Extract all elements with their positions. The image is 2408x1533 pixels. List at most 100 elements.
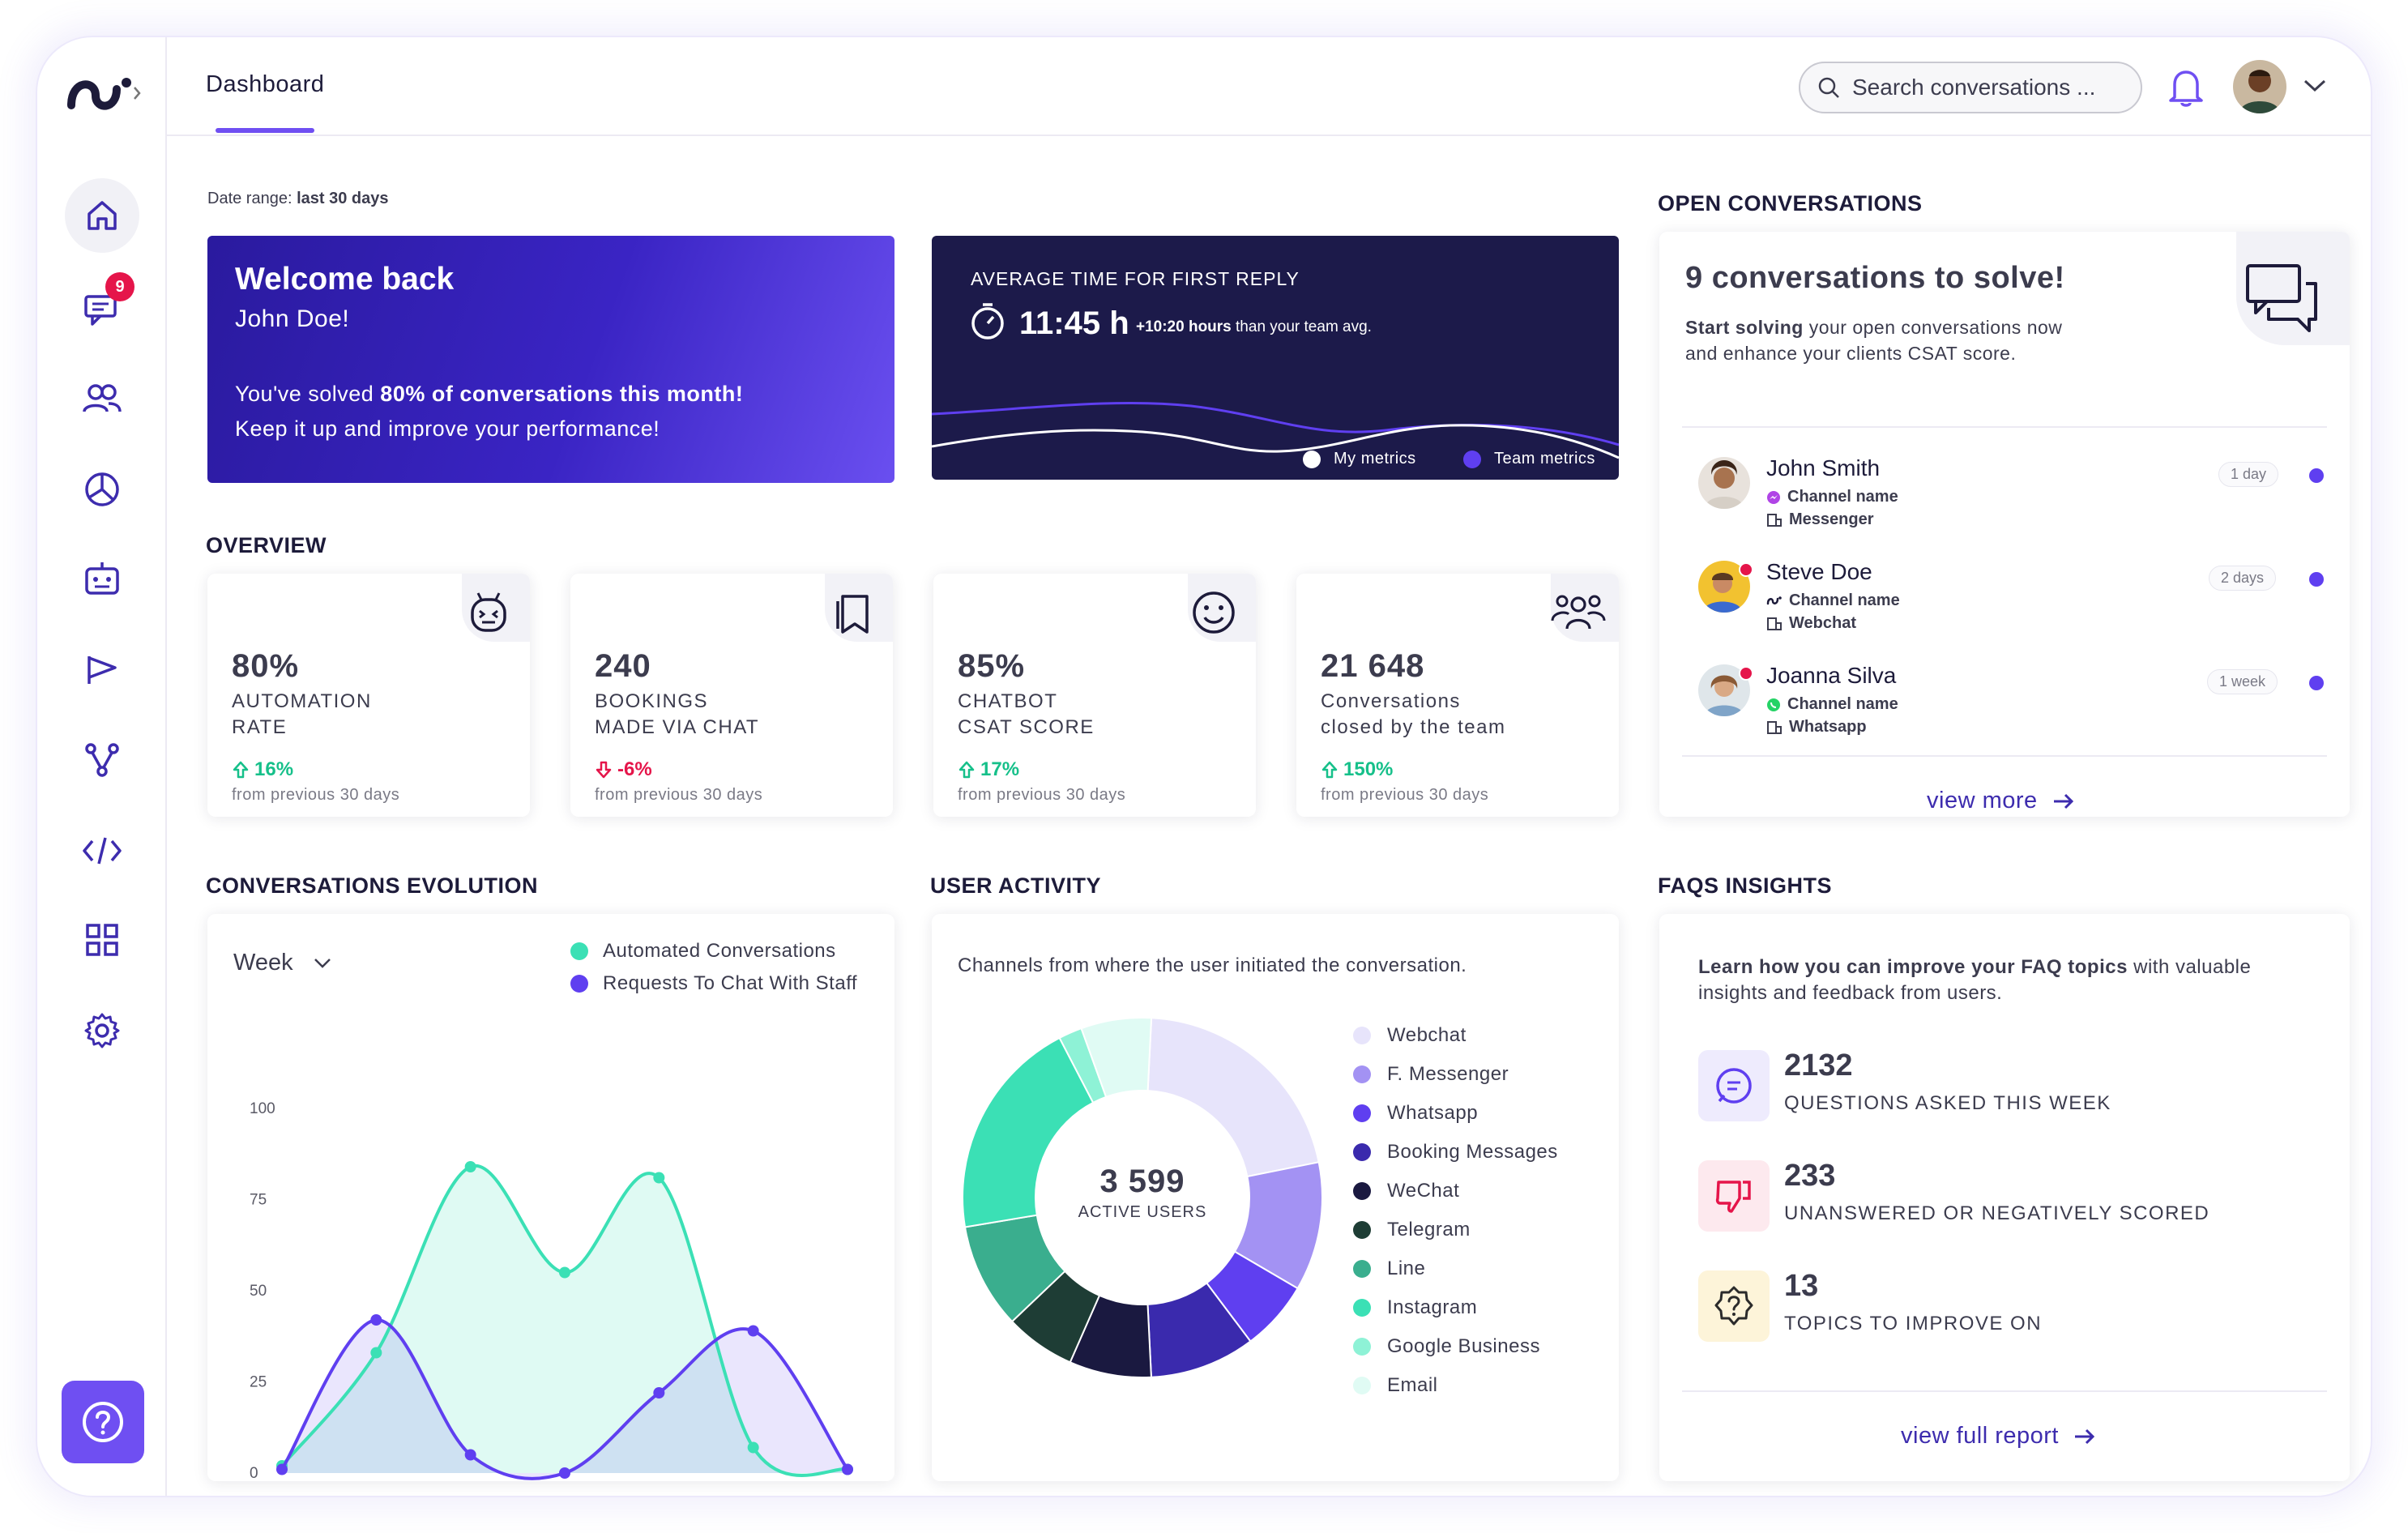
my-metrics-line [932, 424, 1619, 459]
team-metrics-line [932, 402, 1619, 446]
messages-badge: 9 [105, 272, 134, 301]
sidebar-item-home[interactable] [65, 178, 139, 253]
legend-label: Google Business [1387, 1335, 1540, 1357]
legend-swatch [1353, 1027, 1371, 1044]
date-range-label: Date range: [207, 190, 292, 207]
bell-icon[interactable] [2167, 66, 2205, 109]
conversation-item[interactable]: Steve Doe Channel name Webchat 2 days [1682, 548, 2327, 645]
y-tick-label: 50 [250, 1283, 267, 1300]
conversation-item[interactable]: John Smith Channel name Messenger 1 day [1682, 444, 2327, 541]
metric-label: AUTOMATION RATE [232, 690, 372, 738]
sidebar-item-bots[interactable] [65, 541, 139, 616]
messenger-icon [1767, 490, 1780, 504]
conversation-item[interactable]: Joanna Silva Channel name Whatsapp 1 wee… [1682, 651, 2327, 749]
bookmark-icon [835, 590, 872, 635]
code-icon [81, 833, 123, 869]
period-select[interactable]: Week [233, 950, 332, 976]
help-button[interactable] [62, 1381, 144, 1463]
legend-swatch [1303, 450, 1321, 468]
sidebar-item-apps[interactable] [65, 903, 139, 977]
channel-legend-item: WeChat [1353, 1172, 1558, 1211]
faq-stat-value: 2132 [1784, 1048, 1853, 1082]
status-badge [1739, 666, 1753, 681]
question-badge-icon [1698, 1270, 1770, 1342]
conversation-channel: Channel name [1766, 488, 1898, 506]
total-users-label: ACTIVE USERS [1078, 1203, 1207, 1221]
arrow-down-icon [596, 761, 612, 779]
channel-legend-item: Telegram [1353, 1211, 1558, 1249]
donut-slice [1080, 1017, 1153, 1099]
conversation-source: Messenger [1766, 510, 1874, 529]
open-conversations-description: Start solving your open conversations no… [1685, 317, 2063, 364]
donut-center: 3 599 ACTIVE USERS [956, 1164, 1329, 1222]
date-range[interactable]: Date range: last 30 days [207, 190, 389, 208]
welcome-name: John Doe! [235, 305, 350, 332]
search-input[interactable]: Search conversations ... [1799, 62, 2142, 113]
data-point [370, 1314, 382, 1326]
user-avatar[interactable] [2233, 60, 2286, 113]
legend-label: Instagram [1387, 1296, 1478, 1318]
home-icon [84, 198, 120, 233]
help-icon [80, 1399, 126, 1445]
open-conversations-title: OPEN CONVERSATIONS [1658, 191, 1923, 216]
data-point [370, 1347, 382, 1359]
y-tick-label: 25 [250, 1374, 267, 1391]
view-full-report-link[interactable]: view full report [1901, 1423, 2096, 1450]
overview-card-bookings[interactable]: 240 BOOKINGS MADE VIA CHAT -6% from previ… [570, 574, 893, 817]
building-icon [1767, 617, 1782, 630]
legend-label: Webchat [1387, 1024, 1467, 1046]
sidebar-item-developer[interactable] [65, 813, 139, 888]
overview-title: OVERVIEW [206, 533, 327, 557]
reply-time-card: AVERAGE TIME FOR FIRST REPLY 11:45 h +10… [932, 236, 1619, 480]
activity-card: Channels from where the user initiated t… [932, 914, 1619, 1481]
sidebar-item-contacts[interactable] [65, 361, 139, 436]
legend-label: F. Messenger [1387, 1063, 1509, 1085]
webchat-icon [1766, 596, 1782, 604]
arrow-up-icon [959, 761, 975, 779]
total-users: 3 599 [1099, 1164, 1185, 1199]
conversation-source: Webchat [1766, 614, 1856, 633]
metric-label: Conversations closed by the team [1321, 690, 1506, 738]
chevron-down-icon[interactable] [2303, 78, 2327, 94]
overview-card-automation[interactable]: 80% AUTOMATION RATE 16% from previous 30 … [207, 574, 530, 817]
legend-staff: Requests To Chat With Staff [570, 972, 857, 995]
sidebar-item-messages[interactable] [65, 272, 139, 347]
overview-card-csat[interactable]: 85% CHATBOT CSAT SCORE 17% from previous … [933, 574, 1256, 817]
channel-legend-item: Webchat [1353, 1016, 1558, 1055]
data-point [559, 1266, 570, 1279]
metric-note: from previous 30 days [232, 786, 400, 804]
evolution-title: CONVERSATIONS EVOLUTION [206, 873, 539, 898]
evolution-chart: 025507510031 Oct1 Nov2 Nov3 Nov4 Nov5 No… [250, 1100, 853, 1481]
arrow-right-icon [2053, 793, 2073, 809]
active-tab-indicator [216, 128, 314, 133]
series-area [282, 1319, 847, 1479]
overview-card-closed[interactable]: 21 648 Conversations closed by the team 1… [1296, 574, 1619, 817]
channel-legend-item: Whatsapp [1353, 1094, 1558, 1133]
sidebar-item-flows[interactable] [65, 723, 139, 797]
view-more-link[interactable]: view more [1927, 788, 2075, 814]
legend-swatch [1463, 450, 1481, 468]
open-conversations-card: 9 conversations to solve! Start solving … [1659, 232, 2350, 817]
faq-description: Learn how you can improve your FAQ topic… [1698, 956, 2252, 1004]
metric-delta: 16% [232, 758, 293, 781]
sidebar-item-settings[interactable] [65, 993, 139, 1068]
welcome-card: Welcome back John Doe! You've solved 80%… [207, 236, 894, 483]
unread-dot [2309, 572, 2324, 587]
activity-title: USER ACTIVITY [930, 873, 1102, 898]
channel-legend-item: Line [1353, 1249, 1558, 1288]
metric-note: from previous 30 days [1321, 786, 1489, 804]
legend-swatch [1353, 1260, 1371, 1278]
logo[interactable] [63, 65, 141, 122]
reply-time-value: 11:45 h [1019, 305, 1129, 341]
conversation-channel: Channel name [1766, 591, 1900, 610]
app-window: 9 [37, 37, 2371, 1496]
sidebar-item-campaigns[interactable] [65, 632, 139, 707]
gear-icon [83, 1011, 122, 1050]
open-conversations-headline: 9 conversations to solve! [1685, 261, 2065, 295]
sidebar-item-analytics[interactable] [65, 452, 139, 527]
faq-title: FAQS INSIGHTS [1658, 873, 1833, 898]
metric-label: BOOKINGS MADE VIA CHAT [595, 690, 760, 738]
legend-swatch [1353, 1299, 1371, 1317]
thumbs-down-icon [1698, 1160, 1770, 1232]
channel-legend: Webchat F. Messenger Whatsapp Booking Messa… [1353, 1016, 1558, 1405]
